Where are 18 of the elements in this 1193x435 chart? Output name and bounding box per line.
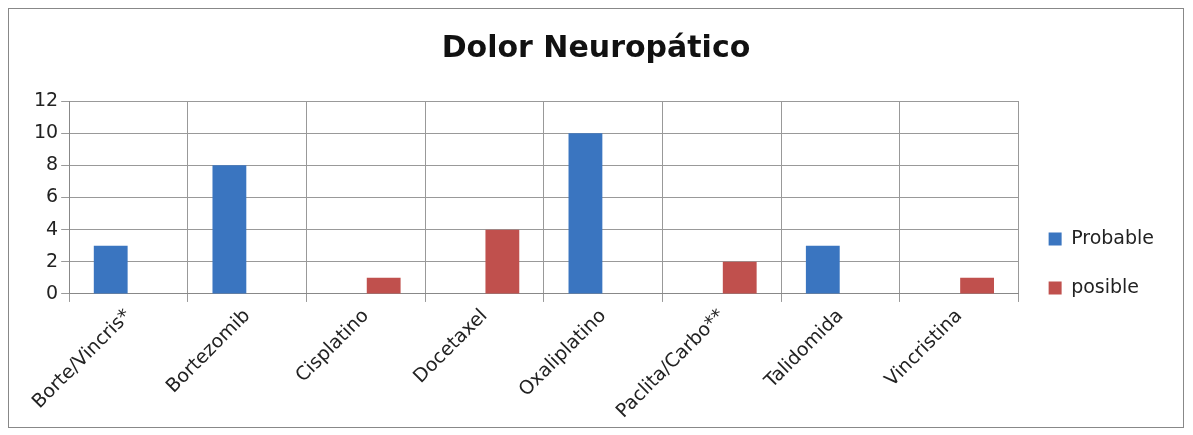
y-tick-label: 12 <box>33 87 59 110</box>
y-tick-label: 10 <box>33 120 59 143</box>
chart-title: Dolor Neuropático <box>440 29 752 64</box>
y-tick-label: 4 <box>46 216 59 239</box>
legend-label: Probable <box>1071 225 1154 248</box>
y-tick-label: 2 <box>46 248 59 271</box>
bar <box>366 277 401 294</box>
y-tick-label: 0 <box>46 280 59 303</box>
bar <box>485 229 520 294</box>
y-tick-label: 8 <box>46 152 59 175</box>
bar <box>93 245 128 294</box>
bar <box>568 133 603 294</box>
bar <box>805 245 840 294</box>
bar <box>212 165 247 294</box>
bar <box>960 277 994 294</box>
bar <box>722 261 757 294</box>
y-tick-label: 6 <box>46 184 59 207</box>
legend-label: posible <box>1071 274 1140 297</box>
